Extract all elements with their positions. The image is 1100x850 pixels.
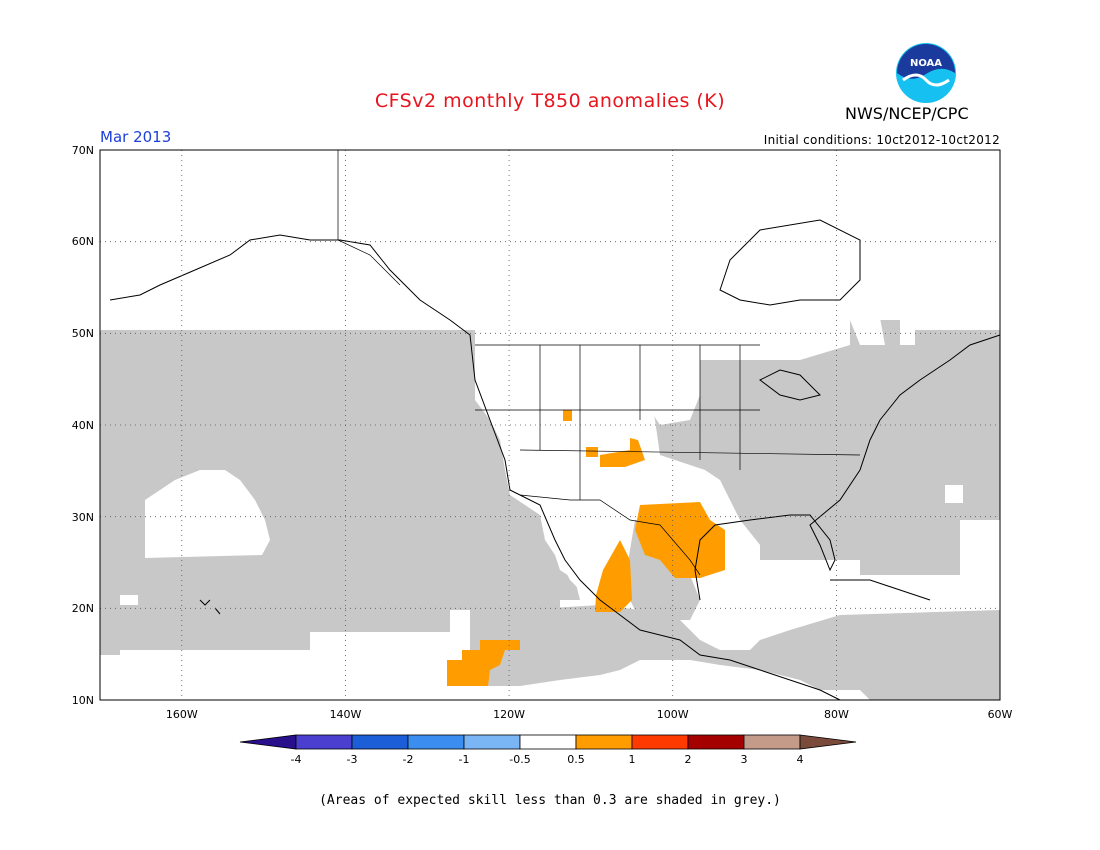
- colorbar-tick: -0.5: [509, 753, 530, 766]
- colorbar-tick: 2: [685, 753, 692, 766]
- white-area-central: [640, 372, 700, 425]
- lon-label-120w: 120W: [493, 708, 525, 721]
- hudson-bay: [719, 219, 861, 306]
- coastlines: [109, 219, 1001, 701]
- warm-area-texas: [635, 502, 725, 578]
- great-lakes: [759, 369, 821, 401]
- colorbar-swatch: [519, 734, 577, 750]
- colorbar-tick: -4: [291, 753, 302, 766]
- colorbar-tick: 3: [741, 753, 748, 766]
- logo-text: NOAA: [910, 58, 942, 69]
- warm-area-pacific: [447, 640, 520, 686]
- hawaii-islands: [199, 599, 221, 615]
- us-mexico-border: [519, 494, 701, 576]
- lon-label-140w: 140W: [330, 708, 362, 721]
- lon-label-160w: 160W: [166, 708, 198, 721]
- initial-conditions: Initial conditions: 10ct2012-10ct2012: [763, 133, 1000, 147]
- colorbar-tick: 4: [797, 753, 804, 766]
- lat-label-20: 20N: [72, 602, 94, 615]
- white-area-plains: [570, 378, 760, 560]
- white-area-canada: [850, 318, 885, 345]
- lon-label-60w: 60W: [988, 708, 1013, 721]
- agency-label: NWS/NCEP/CPC: [845, 104, 969, 123]
- lat-label-40: 40N: [72, 419, 94, 432]
- caribbean-islands: [830, 579, 931, 601]
- grey-region-south: [470, 605, 1000, 700]
- warm-area-small-1: [586, 447, 598, 457]
- atlantic-gulf-coastline: [694, 334, 1001, 601]
- warm-area-mexico-west: [595, 540, 632, 612]
- colorbar-tick: -3: [347, 753, 358, 766]
- colorbar-swatch: [575, 734, 633, 750]
- colorbar-tick: 1: [629, 753, 636, 766]
- state-borders: [475, 345, 861, 500]
- colorbar-swatch: [743, 734, 801, 750]
- lat-label-30: 30N: [72, 511, 94, 524]
- alaska-border: [337, 150, 401, 286]
- forecast-month: Mar 2013: [100, 128, 172, 146]
- colorbar-right-arrow: [799, 734, 857, 750]
- lat-label-70: 70N: [72, 144, 94, 157]
- warm-area-small-2: [563, 410, 572, 421]
- white-area-small: [120, 595, 138, 605]
- color-legend: [239, 734, 857, 750]
- colorbar-swatch: [407, 734, 465, 750]
- grey-region-north: [100, 150, 1000, 575]
- lon-label-80w: 80W: [824, 708, 849, 721]
- white-area-atlantic: [945, 485, 963, 503]
- warm-anomaly-areas: [447, 410, 725, 686]
- political-borders: [337, 150, 861, 576]
- white-area-hawaii: [145, 470, 270, 558]
- warm-area-colorado: [600, 438, 645, 467]
- near-normal-areas: [120, 318, 963, 605]
- colorbar-tick: -1: [459, 753, 470, 766]
- colorbar-swatch: [351, 734, 409, 750]
- colorbar-left-arrow: [239, 734, 297, 750]
- colorbar-swatch: [295, 734, 353, 750]
- noaa-logo: NOAA: [896, 43, 956, 103]
- lon-label-100w: 100W: [657, 708, 689, 721]
- colorbar-swatch: [631, 734, 689, 750]
- colorbar-swatch: [463, 734, 521, 750]
- colorbar-tick: 0.5: [567, 753, 585, 766]
- lat-label-10: 10N: [72, 694, 94, 707]
- chart-title: CFSv2 monthly T850 anomalies (K): [374, 90, 726, 112]
- map-frame: [99, 149, 1001, 701]
- skill-footnote: (Areas of expected skill less than 0.3 a…: [319, 793, 781, 808]
- colorbar-swatch: [687, 734, 745, 750]
- pacific-coastline: [109, 234, 841, 701]
- colorbar-tick-labels: -4 -3 -2 -1 -0.5 0.5 1 2 3 4: [291, 753, 804, 766]
- lat-lon-grid: [100, 150, 1000, 700]
- colorbar-tick: -2: [403, 753, 414, 766]
- lat-label-50: 50N: [72, 327, 94, 340]
- lat-label-60: 60N: [72, 235, 94, 248]
